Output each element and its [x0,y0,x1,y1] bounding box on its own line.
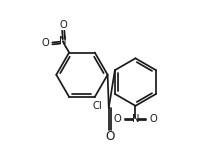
Text: O: O [41,38,49,48]
Text: O: O [150,114,158,124]
Text: Cl: Cl [92,102,102,111]
Text: N: N [59,36,67,46]
Text: O: O [105,130,115,143]
Text: N: N [132,114,139,124]
Text: O: O [59,20,67,30]
Text: O: O [113,114,121,124]
